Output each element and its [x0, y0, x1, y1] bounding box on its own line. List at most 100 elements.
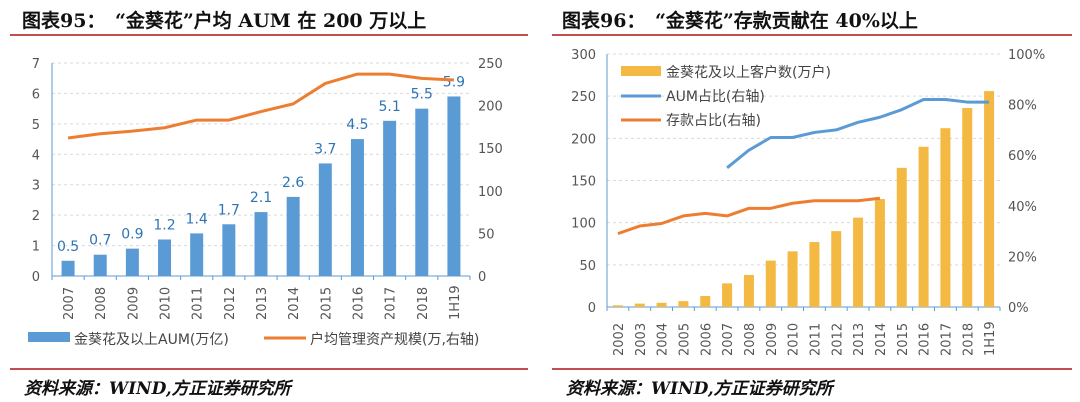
left-axis-tick-label: 4: [32, 148, 40, 163]
bar: [383, 120, 397, 276]
bar: [700, 296, 711, 307]
left-source-rule: [10, 368, 528, 370]
legend-label: 户均管理资产规模(万,右轴): [310, 331, 479, 348]
x-axis-tick-label: 2007: [62, 287, 77, 320]
right-axis-tick-label: 100%: [1008, 48, 1045, 63]
x-axis-tick-label: 2010: [787, 323, 802, 356]
bar-data-label: 2.1: [250, 190, 272, 206]
bar: [612, 305, 623, 307]
legend-label: 金葵花及以上客户数(万户): [666, 64, 831, 81]
legend-swatch-bar: [621, 66, 661, 76]
x-axis-tick-label: 2009: [765, 323, 780, 356]
bar: [656, 302, 667, 307]
series-line: [67, 72, 455, 140]
bar-data-label: 5.9: [443, 74, 465, 90]
bar: [158, 239, 172, 276]
x-axis-tick-label: 2015: [319, 287, 334, 320]
legend-label: 金葵花及以上AUM(万亿): [74, 332, 229, 348]
left-axis-tick-label: 6: [32, 87, 40, 102]
bar: [93, 254, 107, 276]
bar: [350, 139, 364, 276]
x-axis-tick-label: 2006: [699, 323, 714, 356]
bar-data-label: 0.9: [121, 227, 143, 243]
right-axis-tick-label: 100: [478, 185, 503, 200]
legend-label: AUM占比(右轴): [666, 89, 765, 105]
bar: [722, 283, 733, 307]
x-axis-tick-label: 2007: [721, 323, 736, 356]
right-chart-title: 图表96： “金葵花”存款贡献在 40%以上: [562, 10, 918, 32]
bar: [918, 146, 929, 307]
x-axis-tick-label: 2016: [351, 287, 366, 320]
right-axis-tick-label: 80%: [1008, 99, 1037, 114]
series-line: [726, 98, 990, 170]
bar-data-label: 1.2: [153, 217, 175, 233]
bar-data-label: 0.5: [57, 239, 79, 255]
bar-data-label: 3.7: [314, 141, 336, 157]
x-axis-tick-label: 2008: [94, 287, 109, 320]
left-axis-tick-label: 1: [32, 240, 40, 255]
right-axis-tick-label: 50: [478, 227, 495, 242]
x-axis-tick-label: 2009: [126, 287, 141, 320]
x-axis-tick-label: 2012: [223, 287, 238, 320]
bar-data-label: 1.4: [186, 211, 208, 227]
right-axis-tick-label: 40%: [1008, 200, 1037, 215]
left-axis-tick-label: 50: [579, 259, 596, 274]
bar: [896, 167, 907, 307]
left-axis-tick-label: 250: [571, 90, 596, 105]
x-axis-tick-label: 2017: [384, 287, 399, 320]
bar: [286, 196, 300, 276]
right-axis-tick-label: 250: [478, 57, 503, 72]
bar: [874, 199, 885, 307]
x-axis-tick-label: 2008: [743, 323, 758, 356]
bar: [222, 224, 236, 276]
right-title-rule: [552, 34, 1072, 36]
left-axis-tick-label: 100: [571, 217, 596, 232]
left-axis-tick-label: 200: [571, 132, 596, 147]
right-axis-tick-label: 60%: [1008, 149, 1037, 164]
x-axis-tick-label: 1H19: [983, 321, 998, 356]
bar-data-label: 4.5: [346, 117, 368, 133]
x-axis-tick-label: 2015: [896, 323, 911, 356]
left-axis-tick-label: 150: [571, 175, 596, 190]
x-axis-tick-label: 2005: [677, 323, 692, 356]
x-axis-tick-label: 2010: [159, 287, 174, 320]
right-axis-tick-label: 20%: [1008, 250, 1037, 265]
series-line: [617, 196, 881, 236]
bar-data-label: 5.5: [411, 87, 433, 103]
x-axis-tick-label: 2016: [918, 323, 933, 356]
bar-data-label: 5.1: [378, 99, 400, 115]
bar: [787, 251, 798, 307]
x-axis-tick-label: 2017: [939, 323, 954, 356]
bar: [634, 303, 645, 307]
x-axis-tick-label: 2013: [852, 323, 867, 356]
bar: [61, 260, 75, 276]
left-source-note: 资料来源：WIND,方正证券研究所: [24, 379, 291, 399]
bar: [125, 248, 139, 276]
x-axis-tick-label: 2002: [612, 323, 627, 356]
bar: [447, 96, 461, 276]
right-axis-tick-label: 200: [478, 100, 503, 115]
bar: [190, 233, 204, 276]
bar: [318, 163, 332, 276]
x-axis-tick-label: 2014: [874, 323, 889, 356]
bar: [415, 108, 429, 277]
right-axis-tick-label: 0: [478, 270, 486, 285]
bar: [809, 242, 820, 307]
bar: [254, 212, 268, 276]
left-axis-tick-label: 2: [32, 209, 40, 224]
right-axis-tick-label: 150: [478, 142, 503, 157]
left-title-rule: [10, 34, 528, 36]
x-axis-tick-label: 2014: [287, 287, 302, 320]
x-axis-tick-label: 2011: [808, 323, 823, 356]
x-axis-tick-label: 1H19: [448, 285, 463, 320]
left-axis-tick-label: 0: [588, 301, 596, 316]
x-axis-tick-label: 2012: [830, 323, 845, 356]
left-chart-title: 图表95： “金葵花”户均 AUM 在 200 万以上: [22, 10, 427, 32]
bar: [765, 260, 776, 307]
bar-data-label: 2.6: [282, 175, 304, 191]
left-axis-tick-label: 3: [32, 179, 40, 194]
bar: [831, 231, 842, 307]
bar: [743, 274, 754, 307]
